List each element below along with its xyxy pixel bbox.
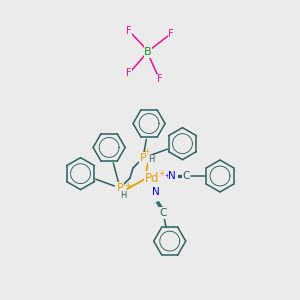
Text: +: + <box>158 169 164 178</box>
Text: F: F <box>157 74 163 84</box>
Text: B: B <box>144 47 152 57</box>
Text: Pd: Pd <box>145 172 159 184</box>
Text: +: + <box>143 148 149 157</box>
Text: F: F <box>126 26 132 36</box>
Text: P: P <box>117 183 123 193</box>
Text: +: + <box>164 173 170 179</box>
Text: P: P <box>140 153 146 163</box>
Text: C: C <box>159 208 167 218</box>
Text: H: H <box>120 191 126 200</box>
Text: C: C <box>182 171 190 181</box>
Text: F: F <box>168 29 174 39</box>
Text: +: + <box>124 181 130 190</box>
Text: H: H <box>148 155 154 164</box>
Text: F: F <box>126 68 132 78</box>
Text: N: N <box>168 171 176 181</box>
Text: N: N <box>152 187 160 197</box>
